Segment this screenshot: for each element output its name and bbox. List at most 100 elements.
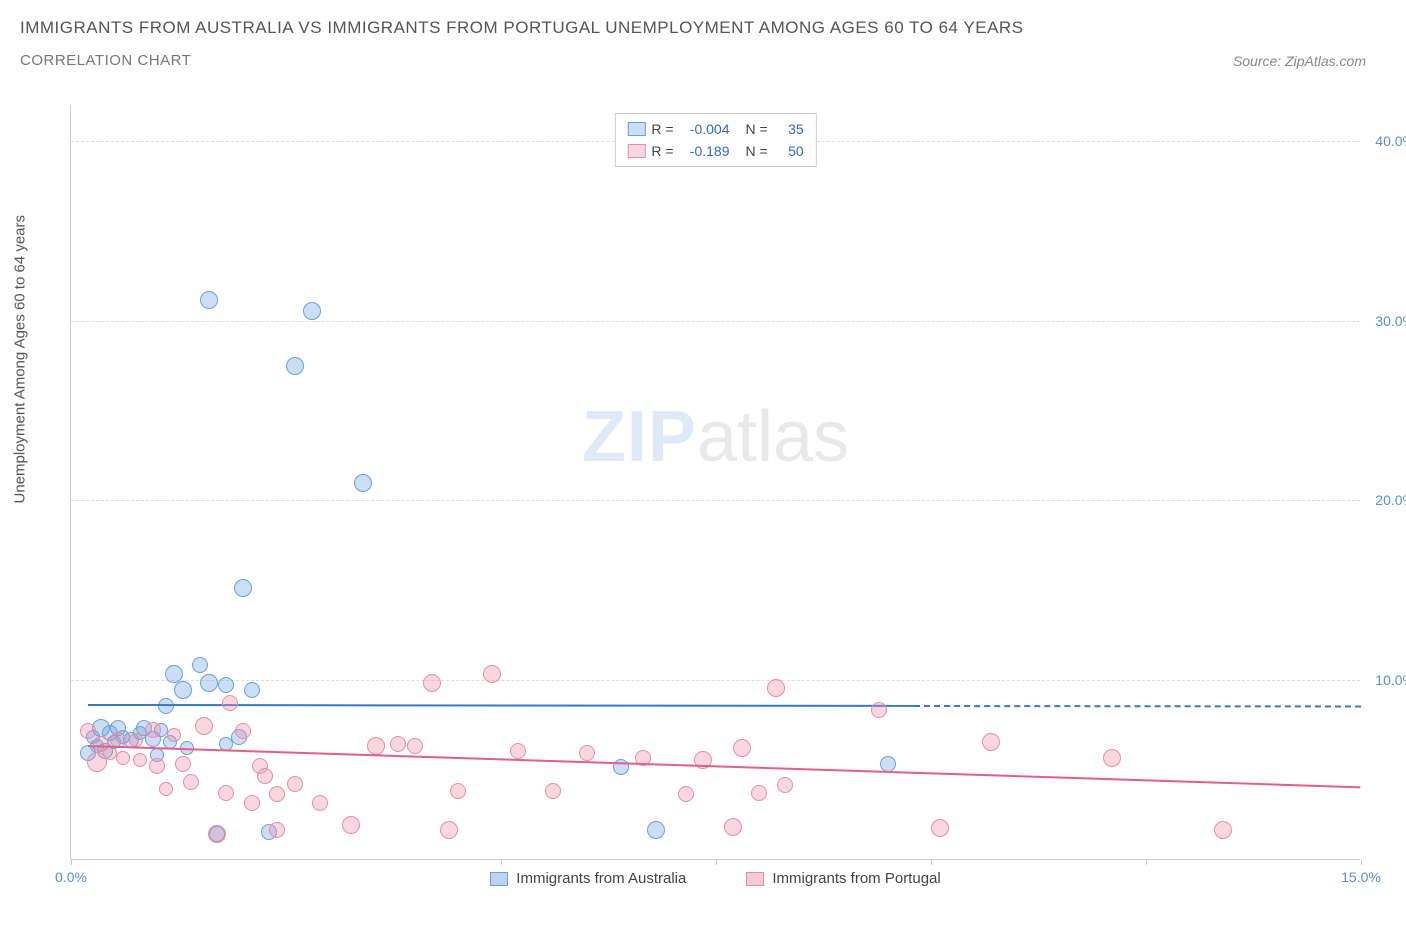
data-point	[440, 821, 458, 839]
data-point	[103, 746, 117, 760]
legend-r-label: R =	[651, 140, 673, 162]
x-tick	[1361, 859, 1362, 865]
y-axis-label: Unemployment Among Ages 60 to 64 years	[12, 215, 29, 504]
data-point	[312, 795, 328, 811]
data-point	[777, 777, 793, 793]
legend-r-value: -0.004	[680, 118, 730, 140]
data-point	[733, 739, 751, 757]
data-point	[724, 818, 742, 836]
legend-swatch	[490, 872, 508, 886]
trend-line-extrapolated	[914, 705, 1361, 707]
data-point	[751, 785, 767, 801]
watermark: ZIPatlas	[582, 396, 849, 478]
data-point	[579, 745, 595, 761]
data-point	[390, 736, 406, 752]
legend-n-value: 50	[774, 140, 804, 162]
subtitle-row: CORRELATION CHART Source: ZipAtlas.com	[20, 52, 1386, 69]
data-point	[159, 782, 173, 796]
trend-line	[88, 745, 1361, 788]
data-point	[407, 738, 423, 754]
plot-area: ZIPatlas R =-0.004N =35R =-0.189N =50 Im…	[70, 105, 1360, 860]
watermark-zip: ZIP	[582, 397, 697, 477]
data-point	[235, 723, 251, 739]
data-point	[767, 679, 785, 697]
chart-subtitle: CORRELATION CHART	[20, 52, 191, 69]
data-point	[423, 674, 441, 692]
data-point	[342, 816, 360, 834]
legend-swatch	[746, 872, 764, 886]
data-point	[269, 822, 285, 838]
legend-swatch	[627, 144, 645, 158]
data-point	[244, 795, 260, 811]
data-point	[1214, 821, 1232, 839]
data-point	[287, 776, 303, 792]
data-point	[218, 677, 234, 693]
data-point	[257, 768, 273, 784]
chart-title: IMMIGRANTS FROM AUSTRALIA VS IMMIGRANTS …	[20, 18, 1386, 38]
data-point	[183, 774, 199, 790]
data-point	[678, 786, 694, 802]
data-point	[192, 657, 208, 673]
y-tick-label: 10.0%	[1375, 672, 1406, 688]
data-point	[80, 723, 96, 739]
x-tick	[931, 859, 932, 865]
trend-line	[88, 704, 914, 707]
legend-series: Immigrants from Australia Immigrants from…	[71, 870, 1360, 887]
x-tick	[716, 859, 717, 865]
data-point	[871, 702, 887, 718]
data-point	[195, 717, 213, 735]
legend-r-value: -0.189	[680, 140, 730, 162]
legend-item: Immigrants from Portugal	[746, 870, 940, 887]
legend-correlation-row: R = -0.189 N = 50	[627, 140, 803, 162]
data-point	[234, 579, 252, 597]
y-tick-label: 30.0%	[1375, 313, 1406, 329]
data-point	[982, 733, 1000, 751]
data-point	[367, 737, 385, 755]
legend-n-label: N =	[746, 118, 768, 140]
gridline	[71, 321, 1360, 322]
data-point	[200, 674, 218, 692]
data-point	[483, 665, 501, 683]
legend-swatch	[627, 122, 645, 136]
data-point	[269, 786, 285, 802]
data-point	[545, 783, 561, 799]
legend-label: Immigrants from Portugal	[772, 870, 940, 887]
data-point	[354, 474, 372, 492]
data-point	[149, 758, 165, 774]
data-point	[167, 728, 181, 742]
data-point	[880, 756, 896, 772]
data-point	[200, 291, 218, 309]
legend-n-label: N =	[746, 140, 768, 162]
data-point	[510, 743, 526, 759]
gridline	[71, 680, 1360, 681]
data-point	[129, 733, 143, 747]
y-tick-label: 20.0%	[1375, 492, 1406, 508]
legend-r-label: R =	[651, 118, 673, 140]
data-point	[244, 682, 260, 698]
gridline	[71, 500, 1360, 501]
data-point	[133, 753, 147, 767]
chart-container: Unemployment Among Ages 60 to 64 years Z…	[50, 95, 1390, 885]
data-point	[158, 698, 174, 714]
data-point	[218, 785, 234, 801]
data-point	[931, 819, 949, 837]
x-tick	[71, 859, 72, 865]
data-point	[286, 357, 304, 375]
x-tick	[501, 859, 502, 865]
legend-correlation-row: R = -0.004 N = 35	[627, 118, 803, 140]
legend-correlation-box: R = -0.004 N = 35 R = -0.189 N = 50	[614, 113, 816, 167]
legend-label: Immigrants from Australia	[516, 870, 686, 887]
x-tick	[1146, 859, 1147, 865]
data-point	[116, 751, 130, 765]
legend-n-value: 35	[774, 118, 804, 140]
data-point	[1103, 749, 1121, 767]
data-point	[175, 756, 191, 772]
watermark-atlas: atlas	[697, 397, 849, 477]
x-tick-label: 0.0%	[55, 869, 87, 885]
data-point	[647, 821, 665, 839]
data-point	[208, 825, 226, 843]
data-point	[450, 783, 466, 799]
data-point	[222, 695, 238, 711]
y-tick-label: 40.0%	[1375, 133, 1406, 149]
legend-item: Immigrants from Australia	[490, 870, 686, 887]
